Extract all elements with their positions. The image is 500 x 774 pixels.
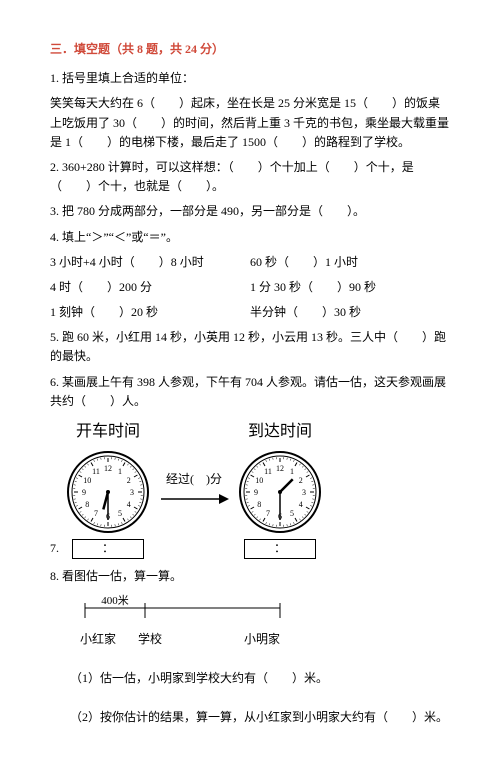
q4-r1b: 60 秒（ ）1 小时 (250, 253, 450, 272)
dist-labels: 小红家 学校 小明家 (80, 630, 280, 649)
svg-text:9: 9 (254, 488, 258, 497)
q8-1: （1）估一估，小明家到学校大约有（ ）米。 (70, 669, 450, 688)
svg-text:11: 11 (92, 467, 100, 476)
svg-text:10: 10 (255, 476, 263, 485)
depart-label: 开车时间 (76, 419, 140, 445)
label-xiaohong: 小红家 (80, 630, 120, 649)
svg-text:1: 1 (290, 467, 294, 476)
label-school: 学校 (120, 630, 180, 649)
depart-timebox: ： (72, 539, 144, 559)
arrive-label: 到达时间 (248, 419, 312, 445)
svg-text:8: 8 (85, 500, 89, 509)
dist-400: 400米 (101, 594, 129, 607)
svg-text:8: 8 (257, 500, 261, 509)
q1-body: 笑笑每天大约在 6（ ）起床，坐在长是 25 分米宽是 15（ ）的饭桌上吃饭用… (50, 94, 450, 152)
svg-text:5: 5 (118, 508, 122, 517)
svg-text:12: 12 (276, 464, 284, 473)
depart-clock: 121234567891011 (63, 447, 153, 537)
q5: 5. 跑 60 米，小红用 14 秒，小英用 12 秒，小云用 13 秒。三人中… (50, 328, 450, 366)
svg-text:7: 7 (94, 508, 98, 517)
q4-r3b: 半分钟（ ）30 秒 (250, 303, 450, 322)
q3: 3. 把 780 分成两部分，一部分是 490，另一部分是（ ）。 (50, 202, 450, 221)
q4-row2: 4 时（ ）200 分 1 分 30 秒（ ）90 秒 (50, 278, 450, 297)
arrive-timebox: ： (244, 539, 316, 559)
svg-text:11: 11 (264, 467, 272, 476)
svg-text:4: 4 (127, 500, 131, 509)
svg-text:2: 2 (127, 476, 131, 485)
q4-row3: 1 刻钟（ ）20 秒 半分钟（ ）30 秒 (50, 303, 450, 322)
svg-text:7: 7 (266, 508, 270, 517)
svg-text:2: 2 (299, 476, 303, 485)
svg-text:5: 5 (290, 508, 294, 517)
q4: 4. 填上“＞”“＜”或“＝”。 (50, 228, 450, 247)
arrow-label: 经过( )分 (166, 470, 222, 489)
q4-row1: 3 小时+4 小时（ ）8 小时 60 秒（ ）1 小时 (50, 253, 450, 272)
svg-text:3: 3 (302, 488, 306, 497)
q4-r3a: 1 刻钟（ ）20 秒 (50, 303, 250, 322)
svg-text:10: 10 (83, 476, 91, 485)
q7: 7. 开车时间 121234567891011 ： 经过( )分 到达时间 12… (50, 419, 450, 559)
q2: 2. 360+280 计算时，可以这样想：（ ）个十加上（ ）个十，是（ ）个十… (50, 158, 450, 196)
label-xiaoming: 小明家 (180, 630, 280, 649)
q8: 8. 看图估一估，算一算。 (50, 567, 450, 586)
svg-text:1: 1 (118, 467, 122, 476)
q6: 6. 某画展上午有 398 人参观，下午有 704 人参观。请估一估，这天参观画… (50, 373, 450, 411)
svg-text:3: 3 (130, 488, 134, 497)
arrow-block: 经过( )分 (159, 470, 229, 507)
distance-svg: 400米 (80, 594, 290, 624)
q4-r2a: 4 时（ ）200 分 (50, 278, 250, 297)
q4-r1a: 3 小时+4 小时（ ）8 小时 (50, 253, 250, 272)
distance-diagram: 400米 小红家 学校 小明家 (80, 594, 450, 649)
svg-text:9: 9 (82, 488, 86, 497)
q4-r2b: 1 分 30 秒（ ）90 秒 (250, 278, 450, 297)
q8-2: （2）按你估计的结果，算一算，从小红家到小明家大约有（ ）米。 (70, 708, 450, 727)
arrow-icon (159, 491, 229, 507)
arrive-clock: 121234567891011 (235, 447, 325, 537)
q1-intro: 1. 括号里填上合适的单位： (50, 69, 450, 88)
depart-block: 开车时间 121234567891011 ： (63, 419, 153, 559)
svg-text:4: 4 (299, 500, 303, 509)
svg-text:12: 12 (104, 464, 112, 473)
q7-number: 7. (50, 539, 59, 558)
section-title: 三．填空题（共 8 题，共 24 分） (50, 40, 450, 59)
arrive-block: 到达时间 121234567891011 ： (235, 419, 325, 559)
